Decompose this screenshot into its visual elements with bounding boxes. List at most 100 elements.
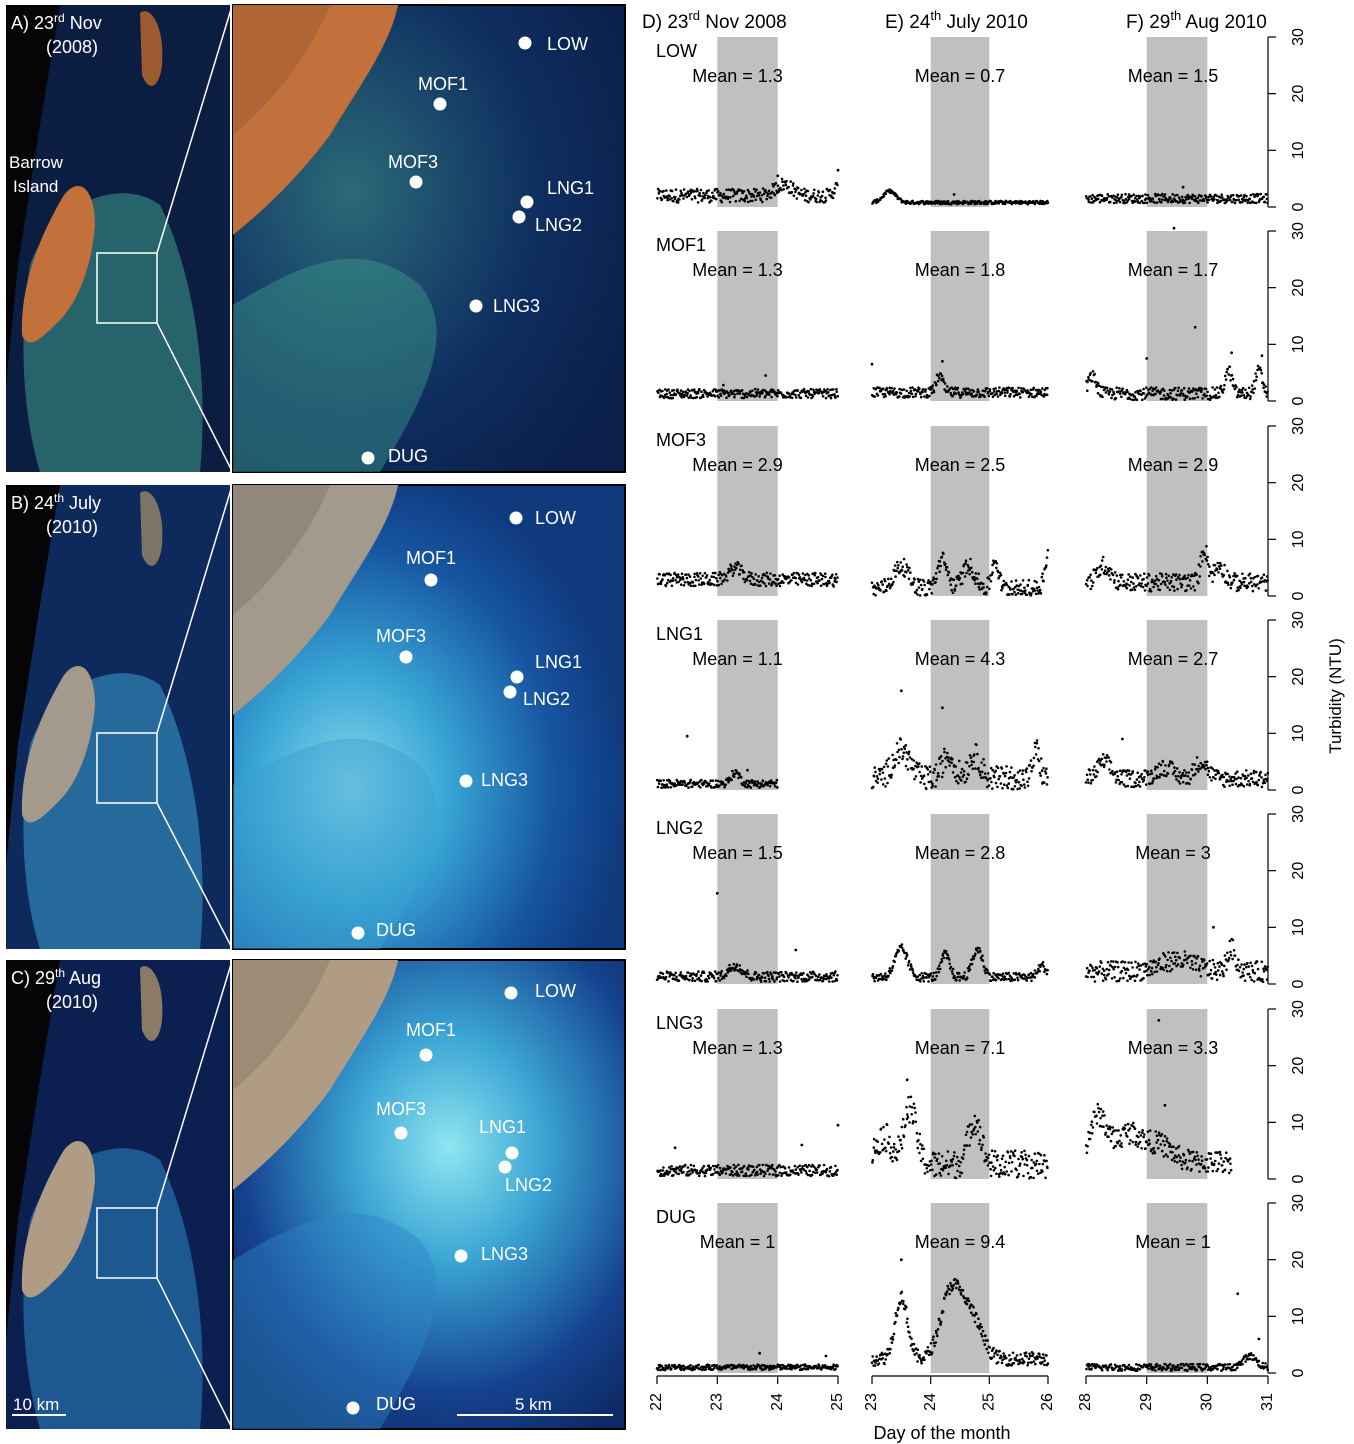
turbidity-point (718, 1166, 722, 1170)
turbidity-point (1091, 584, 1094, 588)
turbidity-point (1136, 771, 1139, 774)
turbidity-point (729, 1166, 732, 1169)
turbidity-point (901, 755, 905, 758)
turbidity-point (1132, 193, 1135, 196)
turbidity-point (1229, 586, 1233, 590)
turbidity-point (991, 975, 994, 978)
column-title: F) 29th Aug 2010 (1126, 8, 1267, 33)
turbidity-point (1131, 576, 1134, 579)
turbidity-point (885, 759, 889, 762)
site-marker-low (509, 511, 523, 525)
mean-label: Mean = 1.3 (692, 1038, 783, 1058)
turbidity-point (990, 1161, 993, 1164)
turbidity-point (836, 1123, 840, 1127)
turbidity-point (1229, 953, 1233, 957)
turbidity-point (701, 198, 704, 201)
daylight-band (717, 1009, 778, 1179)
turbidity-point (970, 571, 974, 574)
overview-black-edge (6, 960, 60, 1340)
turbidity-point (750, 572, 753, 575)
turbidity-point (1092, 773, 1096, 776)
turbidity-point (882, 765, 886, 769)
turbidity-point (722, 976, 726, 980)
turbidity-point (1106, 193, 1109, 196)
turbidity-point (813, 188, 816, 192)
turbidity-point (728, 393, 731, 397)
turbidity-point (908, 1121, 911, 1124)
turbidity-point (706, 196, 710, 200)
turbidity-point (992, 387, 995, 391)
turbidity-point (998, 1163, 1002, 1167)
turbidity-point (811, 194, 815, 198)
turbidity-point (1174, 573, 1178, 576)
northern-island (140, 11, 163, 86)
turbidity-point (1236, 586, 1240, 589)
turbidity-point (754, 573, 757, 576)
turbidity-point (1105, 967, 1108, 971)
turbidity-point (777, 577, 780, 581)
turbidity-point (886, 781, 889, 785)
turbidity-point (994, 199, 997, 203)
turbidity-point (1107, 1135, 1110, 1138)
turbidity-point (1120, 1145, 1123, 1148)
turbidity-point (921, 390, 924, 394)
turbidity-point (670, 584, 674, 588)
turbidity-point (979, 773, 982, 777)
turbidity-point (946, 573, 950, 577)
turbidity-point (1213, 388, 1217, 391)
turbidity-point (1183, 950, 1187, 953)
turbidity-point (951, 591, 955, 594)
panel-month: Nov (65, 13, 102, 33)
turbidity-point (790, 579, 793, 582)
turbidity-point (1200, 1155, 1203, 1158)
turbidity-point (962, 974, 966, 978)
turbidity-point (899, 1138, 902, 1142)
turbidity-point (956, 386, 959, 390)
turbidity-point (982, 586, 985, 589)
site-marker-dug (346, 1401, 360, 1415)
turbidity-point (1193, 574, 1196, 577)
turbidity-point (1026, 784, 1030, 788)
turbidity-point (764, 980, 768, 983)
turbidity-point (1197, 201, 1200, 205)
turbidity-point (1010, 580, 1013, 583)
turbidity-point (710, 575, 713, 578)
turbidity-point (911, 395, 915, 399)
turbidity-point (1165, 963, 1168, 967)
turbidity-point (747, 570, 751, 574)
turbidity-point (1021, 1157, 1025, 1161)
turbidity-point (1163, 1135, 1167, 1138)
turbidity-point (1085, 773, 1089, 777)
turbidity-point (787, 392, 791, 395)
turbidity-point (1112, 581, 1116, 584)
turbidity-point (1003, 783, 1006, 786)
turbidity-point (1186, 395, 1189, 398)
zoom-line-bottom (156, 802, 233, 949)
turbidity-point (1001, 972, 1005, 975)
turbidity-point (665, 581, 669, 585)
turbidity-point (1134, 1143, 1137, 1146)
turbidity-point (1003, 202, 1007, 206)
turbidity-point (712, 977, 716, 980)
turbidity-point (962, 1153, 965, 1156)
turbidity-point (949, 583, 953, 586)
turbidity-point (949, 391, 952, 395)
turbidity-point (978, 947, 981, 950)
turbidity-point (1089, 773, 1092, 776)
turbidity-point (1023, 1163, 1027, 1166)
turbidity-point (657, 391, 660, 395)
turbidity-point (1209, 195, 1213, 198)
turbidity-point (769, 572, 772, 575)
turbidity-point (1214, 393, 1218, 397)
turbidity-point (691, 979, 694, 982)
turbidity-point (952, 578, 956, 581)
turbidity-point (1137, 1135, 1140, 1139)
turbidity-point (934, 785, 937, 788)
turbidity-point (912, 767, 915, 771)
turbidity-point (917, 586, 921, 589)
turbidity-point (754, 391, 758, 394)
turbidity-point (1087, 198, 1090, 201)
turbidity-point (1134, 585, 1138, 588)
turbidity-point (723, 578, 726, 581)
turbidity-point (1252, 980, 1256, 983)
